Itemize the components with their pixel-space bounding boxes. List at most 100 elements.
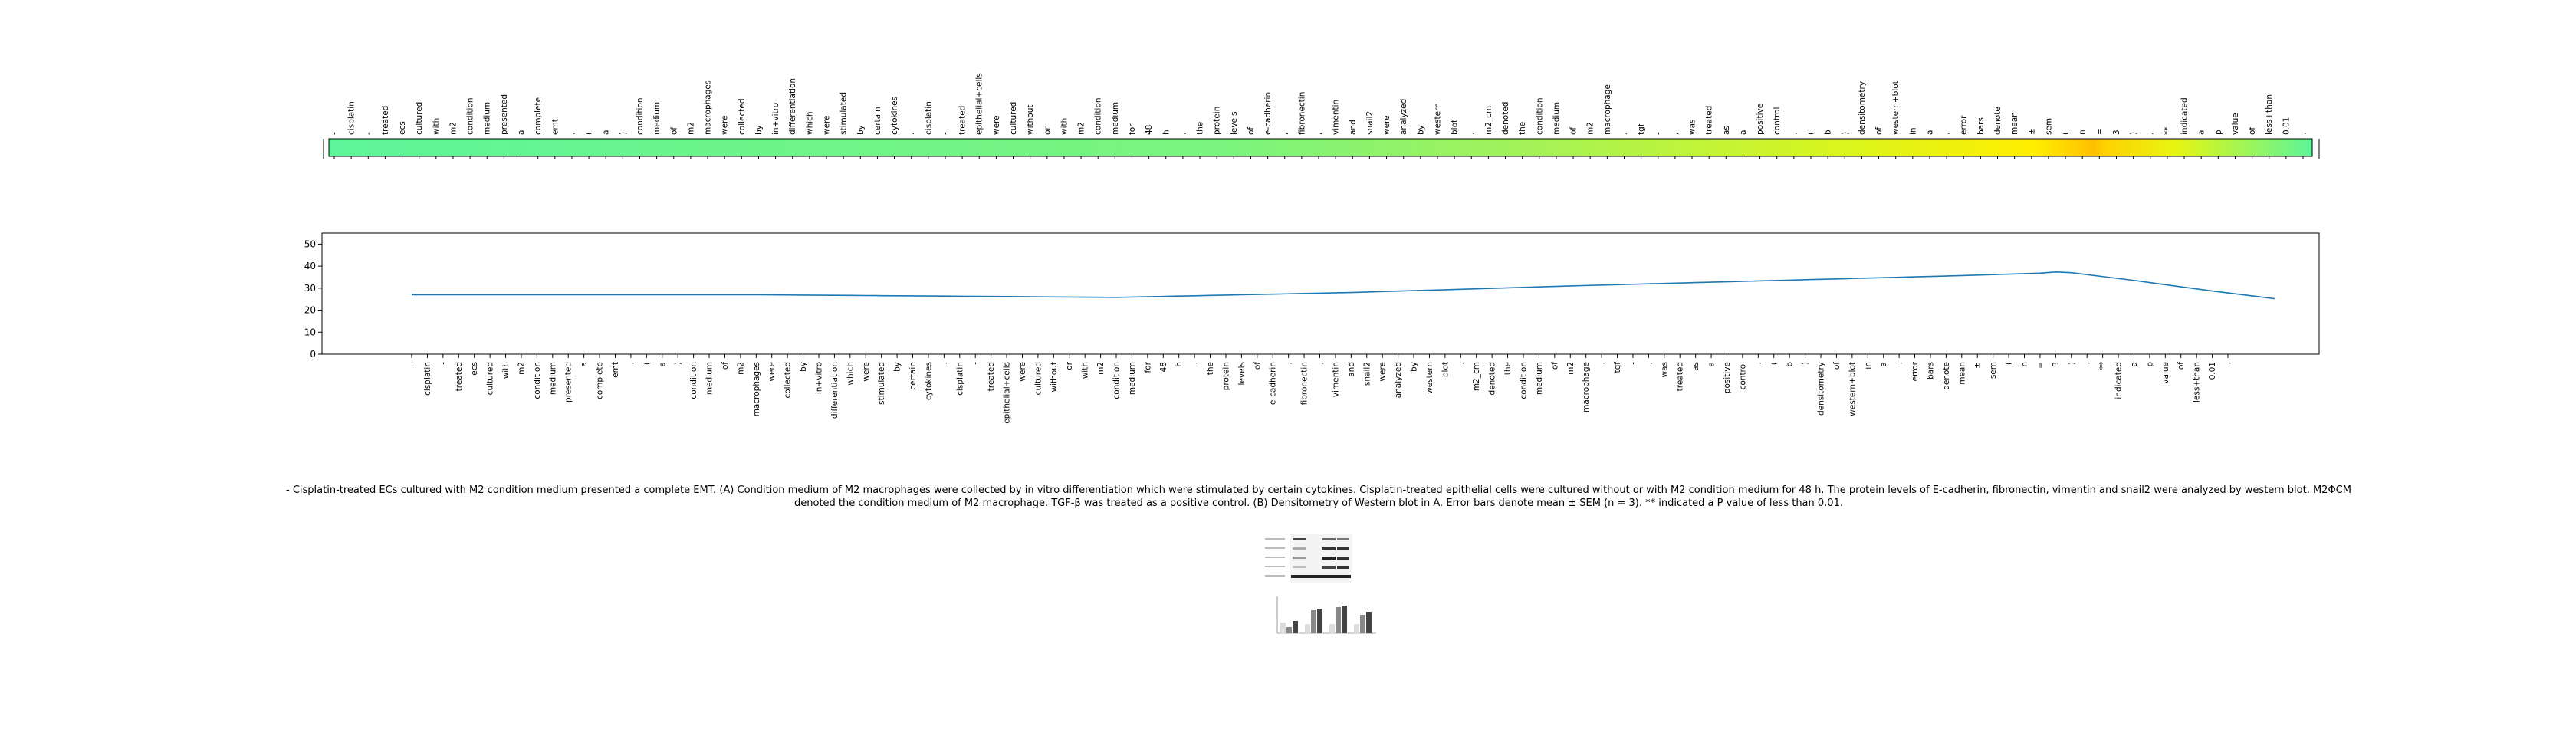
heatmap-token-label: , <box>1315 133 1324 135</box>
heatmap-token-label: medium <box>652 102 662 135</box>
x-token-label: a <box>580 362 589 366</box>
heatmap-token-label: a <box>517 130 526 135</box>
x-token-label: denoted <box>1488 362 1497 395</box>
x-token-label: treated <box>455 362 464 391</box>
heatmap-token-label: of <box>669 127 678 135</box>
x-token-label: n <box>2020 362 2029 367</box>
heatmap-token-label: vimentin <box>1332 100 1341 135</box>
heatmap-token-label: sem <box>2044 118 2053 135</box>
x-token-label: a <box>2130 362 2139 366</box>
x-token-label: m2 <box>1566 362 1576 375</box>
heatmap-token-label: . <box>1943 133 1952 135</box>
heatmap-token-label: - <box>1654 132 1663 135</box>
heatmap-token-label: m2_cm <box>1484 106 1493 135</box>
heatmap-token-label: m2 <box>1586 122 1595 135</box>
y-tick-label: 40 <box>304 261 316 271</box>
x-token-label: of <box>2177 362 2186 370</box>
x-token-label: cultured <box>486 362 495 395</box>
x-token-label: 3 <box>2052 362 2061 367</box>
heatmap-token-label: m2 <box>1077 122 1086 135</box>
x-token-label: for <box>1143 361 1152 373</box>
x-token-label: were <box>1378 362 1388 382</box>
heatmap-token-label: complete <box>534 97 543 135</box>
heatmap-token-label: presented <box>500 94 509 135</box>
series-line <box>412 271 2275 300</box>
x-token-label: ** <box>2098 362 2108 370</box>
x-token-label: error <box>1911 361 1920 381</box>
heatmap-token-label: n <box>2078 130 2088 135</box>
x-token-label: differentiation <box>830 362 840 419</box>
heatmap-token-label: or <box>1043 127 1052 135</box>
x-token-label: ) <box>1801 362 1810 365</box>
x-token-label: fibronectin <box>1300 362 1309 405</box>
x-token-label: positive <box>1723 362 1732 393</box>
heatmap-token-label: a <box>1925 130 1934 135</box>
heatmap-token-label: bars <box>1976 117 1986 135</box>
heatmap-token-label: condition <box>1094 97 1103 135</box>
heatmap-token-label: m2 <box>449 122 458 135</box>
heatmap-token-label: medium <box>483 102 492 135</box>
heatmap-token-label: ) <box>2129 132 2138 135</box>
x-token-label: less+than <box>2193 362 2202 402</box>
heatmap-token-label: certain <box>873 107 882 135</box>
x-token-label: macrophage <box>1582 362 1591 412</box>
heatmap-token-label: differentiation <box>788 78 797 135</box>
x-token-label: treated <box>1676 362 1685 391</box>
x-token-label: medium <box>548 362 557 395</box>
x-token-label: cytokines <box>924 362 933 400</box>
x-token-label: medium <box>1128 362 1137 395</box>
x-token-label: analyzed <box>1394 362 1403 398</box>
heatmap-token-label: the <box>1518 122 1527 135</box>
x-token-label: of <box>1832 362 1842 370</box>
x-token-label: indicated <box>2114 362 2124 399</box>
x-token-label: denote <box>1942 362 1951 390</box>
heatmap-token-label: denoted <box>1501 102 1510 135</box>
x-token-label: with <box>501 362 511 379</box>
heatmap-token-label: b <box>1824 130 1833 135</box>
x-token-label: = <box>2036 362 2045 369</box>
x-token-label: , <box>1316 362 1325 364</box>
heatmap-token-label: fibronectin <box>1297 92 1306 135</box>
heatmap-token-label: condition <box>636 97 645 135</box>
western-blot-panel <box>1265 534 1352 583</box>
heatmap-token-label: p <box>2214 130 2223 135</box>
heatmap-token-label: western <box>1433 103 1442 135</box>
heatmap-token-label: of <box>2248 127 2257 135</box>
heatmap-token-label: collected <box>738 98 747 135</box>
x-token-label: control <box>1738 362 1747 389</box>
heatmap-token-label: . <box>1789 133 1799 135</box>
x-token-label: treated <box>987 362 996 391</box>
x-token-label: . <box>1191 362 1200 364</box>
heatmap-token-label: ) <box>619 132 628 135</box>
x-token-label: sem <box>1989 362 1998 379</box>
heatmap-token-label: as <box>1722 126 1731 135</box>
heatmap-token-label: denote <box>1993 107 2003 135</box>
x-token-label: . <box>2083 362 2092 364</box>
heatmap-token-label: tgf <box>1637 123 1646 135</box>
x-token-label: were <box>767 362 777 382</box>
heatmap-token-label: . <box>1620 133 1629 135</box>
x-token-label: h <box>1175 362 1184 367</box>
heatmap-token-label: - <box>330 132 340 135</box>
x-token-label: ± <box>1973 362 1983 369</box>
heatmap-token-label: 48 <box>1145 125 1154 135</box>
y-tick-label: 0 <box>310 349 316 360</box>
x-token-label: cisplatin <box>423 362 432 396</box>
x-token-label: western+blot <box>1848 362 1857 416</box>
heatmap-token-label: - <box>941 132 950 135</box>
x-token-label: of <box>1550 362 1559 370</box>
heatmap-token-label: macrophages <box>704 80 713 135</box>
x-token-label: tgf <box>1613 362 1622 373</box>
heatmap-token-label: by <box>856 125 866 135</box>
heatmap-token-label: treated <box>1705 106 1714 135</box>
x-token-label: complete <box>596 362 605 399</box>
heatmap-token-label: in+vitro <box>771 103 780 135</box>
heatmap-token-label: densitometry <box>1858 81 1867 135</box>
heatmap-token-label: cisplatin <box>924 101 933 135</box>
x-token-label: snail2 <box>1362 362 1372 386</box>
x-token-label: - <box>439 362 448 365</box>
heatmap-token-label: cultured <box>1009 102 1018 135</box>
x-token-label: blot <box>1441 362 1450 377</box>
heatmap-token-label: , <box>1671 133 1680 135</box>
heatmap-token-label: were <box>992 115 1001 135</box>
